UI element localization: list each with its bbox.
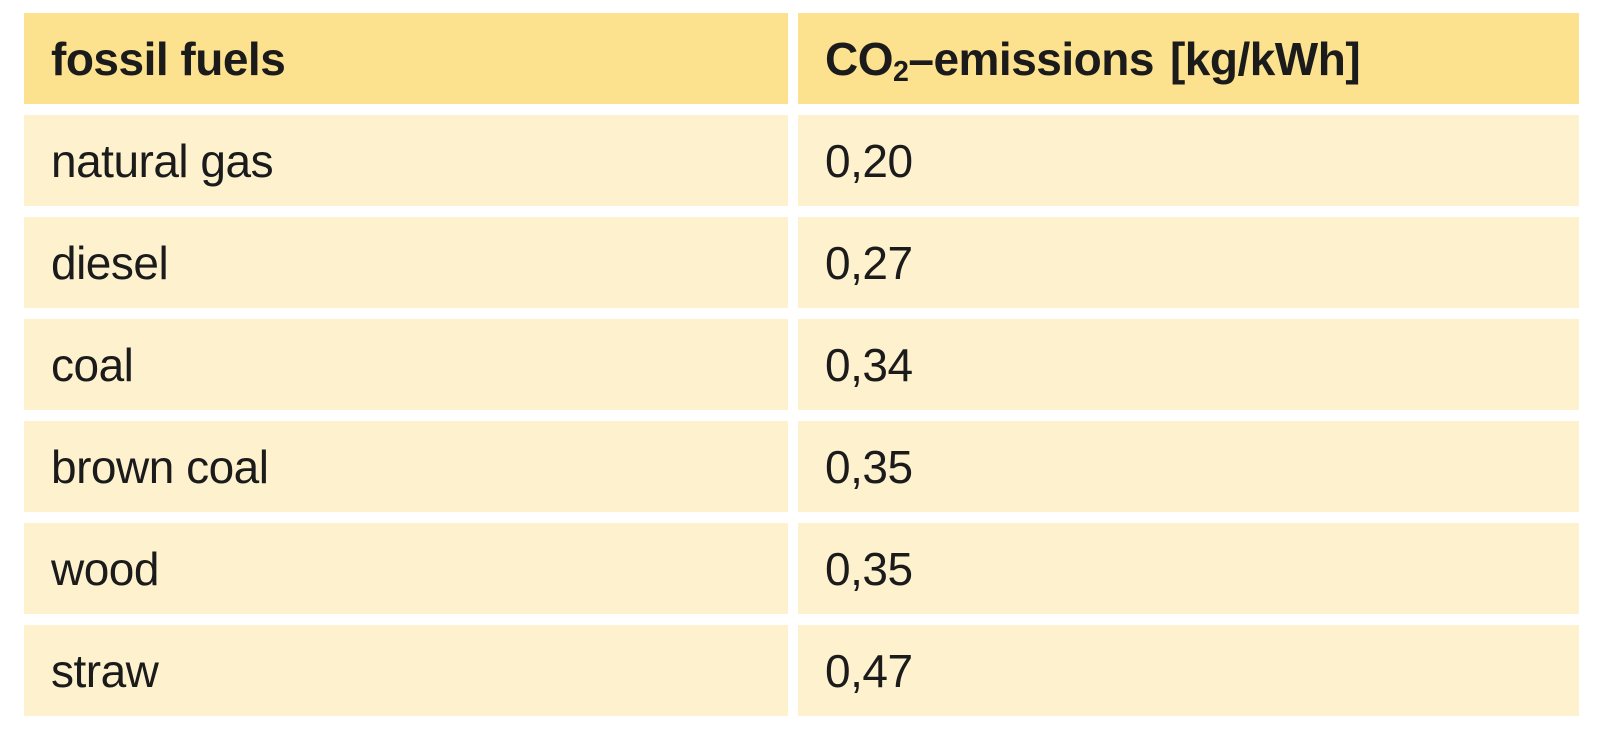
table-row-value-wood: 0,35 <box>798 523 1579 614</box>
emission-value: 0,35 <box>825 440 913 493</box>
table-row-fuel-diesel: diesel <box>24 217 788 308</box>
fuel-name: natural gas <box>51 134 274 187</box>
subscript-2: 2 <box>893 55 909 88</box>
table-row-value-straw: 0,47 <box>798 625 1579 716</box>
unit-label: [kg/kWh] <box>1169 32 1361 85</box>
fuel-name: wood <box>51 542 159 595</box>
header-cell-fossil-fuels: fossil fuels <box>24 13 788 104</box>
table-row-fuel-straw: straw <box>24 625 788 716</box>
fuel-name: diesel <box>51 236 169 289</box>
table-row-value-coal: 0,34 <box>798 319 1579 410</box>
table-row-fuel-natural-gas: natural gas <box>24 115 788 206</box>
co2-emissions-header-label: CO2–emissions [kg/kWh] <box>825 32 1361 88</box>
fuel-name: coal <box>51 338 134 391</box>
table-row-fuel-coal: coal <box>24 319 788 410</box>
table-row-value-brown-coal: 0,35 <box>798 421 1579 512</box>
emission-value: 0,27 <box>825 236 913 289</box>
table-row-fuel-wood: wood <box>24 523 788 614</box>
table-row-value-natural-gas: 0,20 <box>798 115 1579 206</box>
emission-value: 0,34 <box>825 338 913 391</box>
emission-value: 0,47 <box>825 644 913 697</box>
table-row-fuel-brown-coal: brown coal <box>24 421 788 512</box>
fuel-name: brown coal <box>51 440 269 493</box>
fuel-emissions-table: fossil fuels CO2–emissions [kg/kWh] natur… <box>24 13 1579 716</box>
header-cell-co2-emissions: CO2–emissions [kg/kWh] <box>798 13 1579 104</box>
table-row-value-diesel: 0,27 <box>798 217 1579 308</box>
fuel-name: straw <box>51 644 159 697</box>
emission-value: 0,20 <box>825 134 913 187</box>
fossil-fuels-header-label: fossil fuels <box>51 32 286 85</box>
emission-value: 0,35 <box>825 542 913 595</box>
